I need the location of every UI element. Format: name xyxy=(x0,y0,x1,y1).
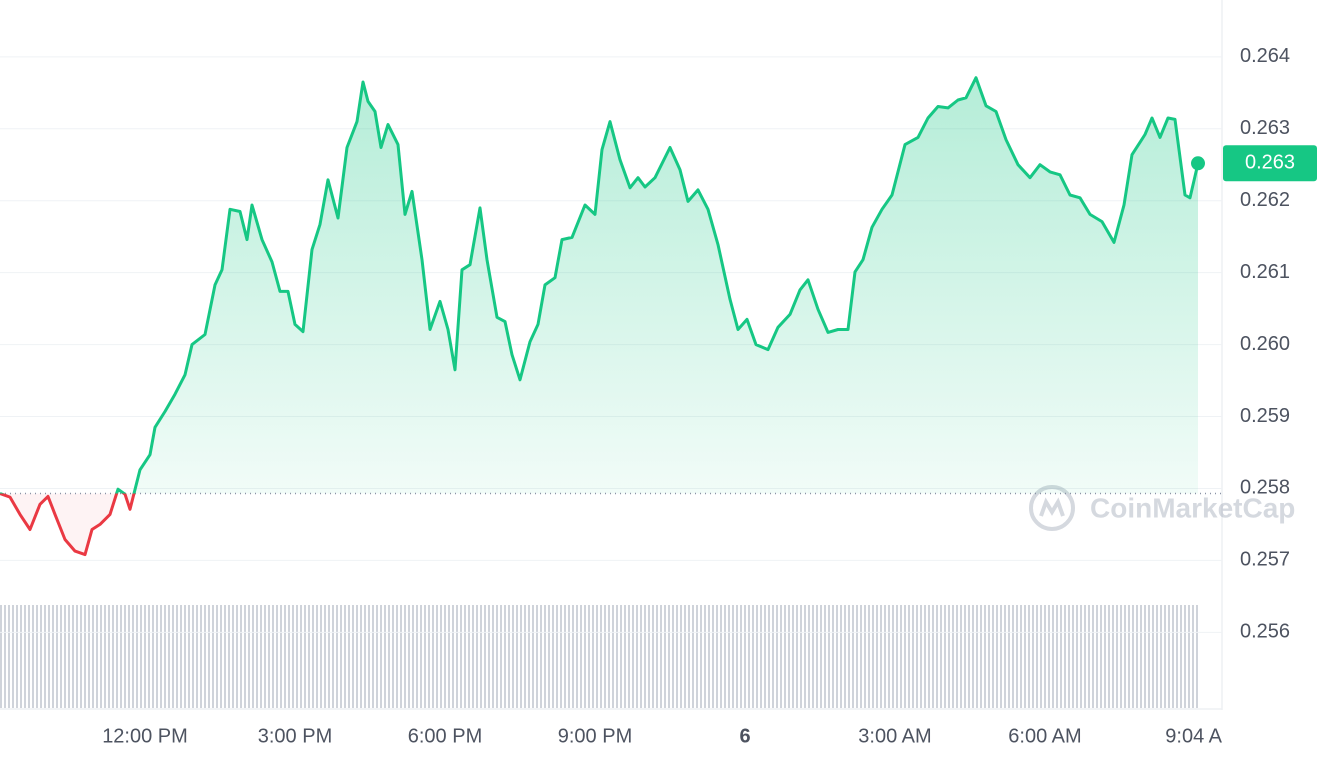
x-tick-label: 6:00 PM xyxy=(408,725,482,747)
y-tick-label: 0.257 xyxy=(1240,549,1290,571)
price-line-up xyxy=(0,76,1200,494)
y-tick-label: 0.259 xyxy=(1240,405,1290,427)
volume-bars xyxy=(0,605,1198,708)
x-tick-label: 9:00 PM xyxy=(558,725,632,747)
last-price-label: 0.263 xyxy=(1245,152,1295,174)
y-tick-label: 0.258 xyxy=(1240,477,1290,499)
x-tick-label: 6 xyxy=(739,725,750,747)
last-price-tag xyxy=(1223,145,1317,182)
x-tick-label: 6:00 AM xyxy=(1008,725,1081,747)
watermark: CoinMarketCap xyxy=(1029,485,1295,531)
x-tick-label: 3:00 PM xyxy=(258,725,332,747)
x-tick-label: 3:00 AM xyxy=(858,725,931,747)
y-tick-label: 0.260 xyxy=(1240,333,1290,355)
watermark-text: CoinMarketCap xyxy=(1090,492,1295,523)
y-tick-label: 0.263 xyxy=(1240,117,1290,139)
last-point xyxy=(1191,156,1205,171)
y-tick-label: 0.261 xyxy=(1240,261,1290,283)
x-tick-label: 9:04 A xyxy=(1165,725,1222,747)
x-tick-label: 12:00 PM xyxy=(102,725,188,747)
area-up xyxy=(0,77,1198,494)
y-tick-label: 0.262 xyxy=(1240,189,1290,211)
y-tick-label: 0.264 xyxy=(1240,45,1290,67)
y-tick-label: 0.256 xyxy=(1240,621,1290,643)
